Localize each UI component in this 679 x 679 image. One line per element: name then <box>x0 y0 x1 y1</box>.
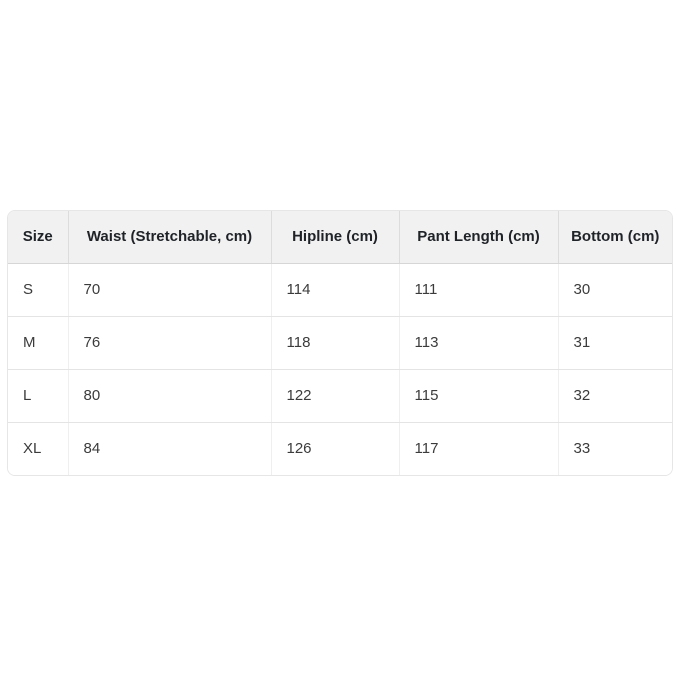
waist-cell: 80 <box>68 369 272 423</box>
pant-length-cell: 117 <box>399 422 559 475</box>
column-header-hipline: Hipline (cm) <box>271 211 400 264</box>
column-header-size: Size <box>8 211 69 264</box>
table-row-l: L 80 122 115 32 <box>8 369 672 423</box>
column-header-waist: Waist (Stretchable, cm) <box>68 211 272 264</box>
pant-length-cell: 115 <box>399 369 559 423</box>
bottom-cell: 33 <box>558 422 672 475</box>
pant-length-cell: 113 <box>399 316 559 370</box>
table-row-xl: XL 84 126 117 33 <box>8 422 672 475</box>
hipline-cell: 122 <box>271 369 400 423</box>
table-row-m: M 76 118 113 31 <box>8 316 672 370</box>
column-header-bottom: Bottom (cm) <box>558 211 672 264</box>
waist-cell: 70 <box>68 263 272 317</box>
bottom-cell: 30 <box>558 263 672 317</box>
size-cell: XL <box>8 422 69 475</box>
waist-cell: 76 <box>68 316 272 370</box>
size-chart-container: Size Waist (Stretchable, cm) Hipline (cm… <box>7 210 673 476</box>
hipline-cell: 126 <box>271 422 400 475</box>
pant-length-cell: 111 <box>399 263 559 317</box>
bottom-cell: 31 <box>558 316 672 370</box>
hipline-cell: 114 <box>271 263 400 317</box>
size-cell: M <box>8 316 69 370</box>
bottom-cell: 32 <box>558 369 672 423</box>
size-cell: L <box>8 369 69 423</box>
waist-cell: 84 <box>68 422 272 475</box>
column-header-pant-length: Pant Length (cm) <box>399 211 559 264</box>
size-cell: S <box>8 263 69 317</box>
size-chart-table: Size Waist (Stretchable, cm) Hipline (cm… <box>8 211 672 475</box>
header-row: Size Waist (Stretchable, cm) Hipline (cm… <box>8 211 672 264</box>
hipline-cell: 118 <box>271 316 400 370</box>
table-row-s: S 70 114 111 30 <box>8 263 672 317</box>
